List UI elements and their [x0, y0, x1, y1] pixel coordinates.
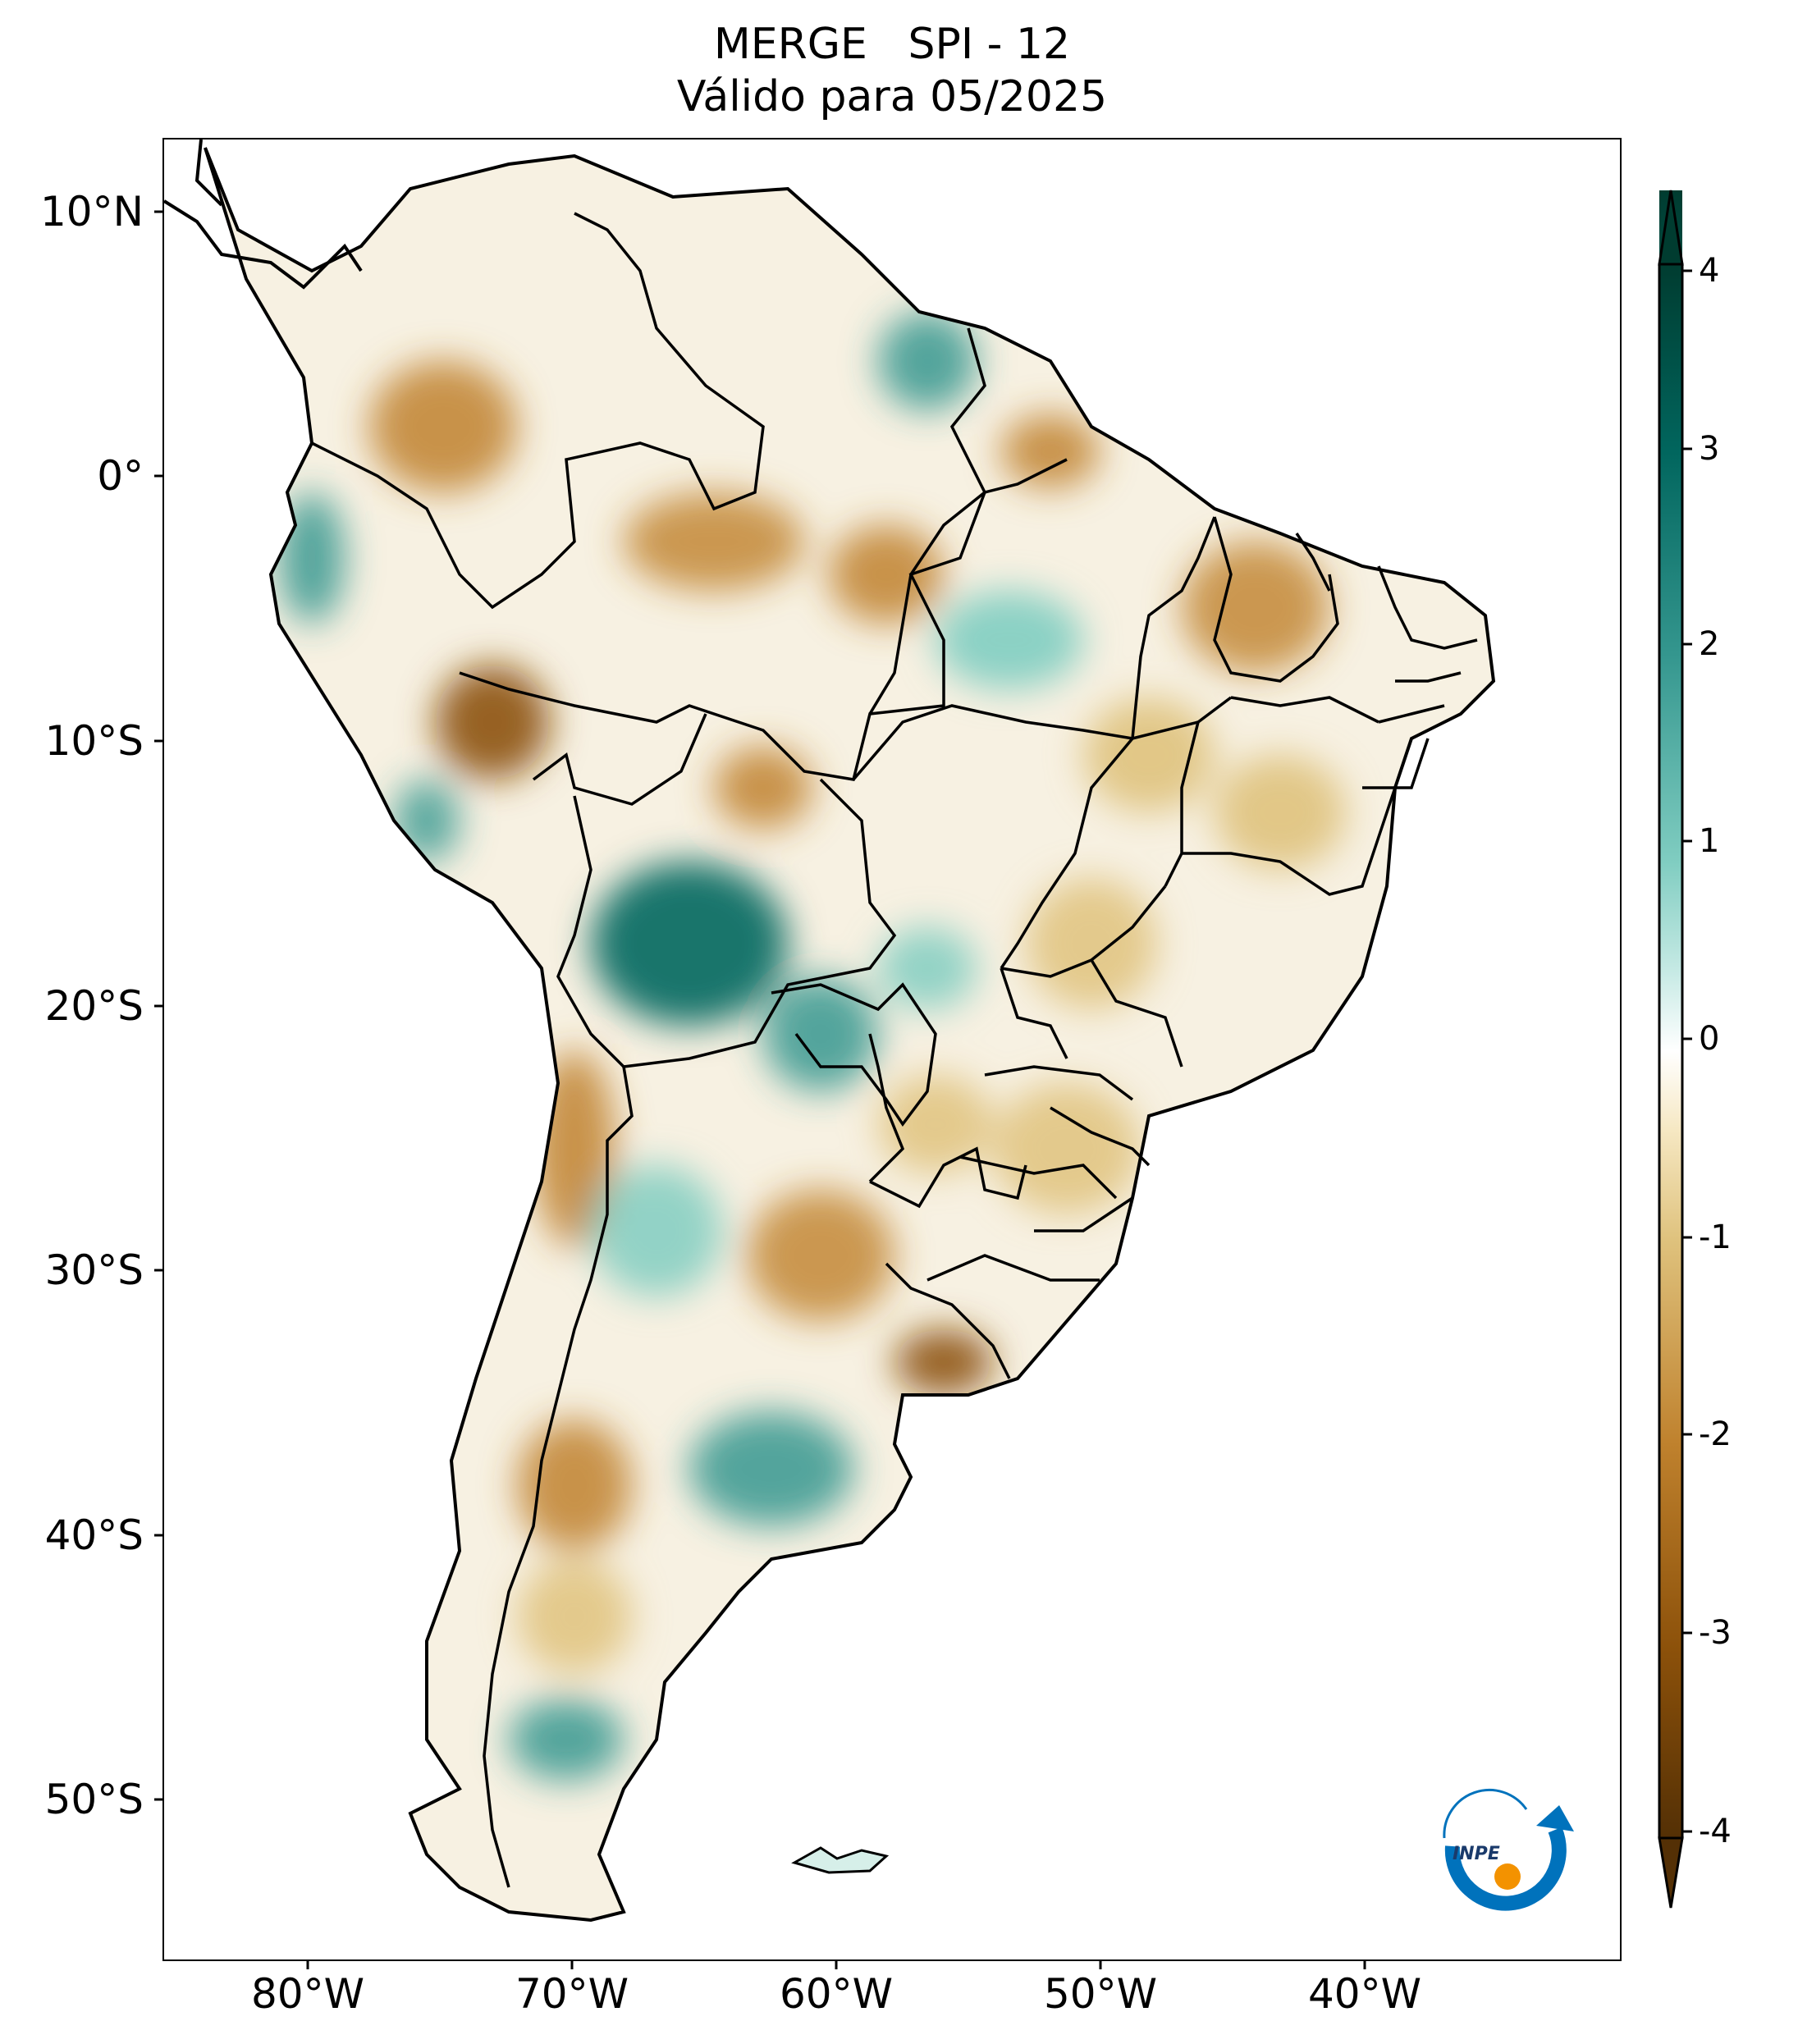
- lat-label-30s: 30°S: [44, 1246, 144, 1294]
- lon-label-40w: 40°W: [1307, 1970, 1422, 2018]
- colorbar-tick-neg1: -1: [1699, 1219, 1732, 1256]
- wet-patch: [591, 1165, 722, 1296]
- dry-patch: [829, 525, 944, 624]
- colorbar-tick-1: 1: [1699, 822, 1720, 860]
- map-subtitle: Válido para 05/2025: [676, 72, 1108, 121]
- dry-patch: [517, 1420, 632, 1551]
- dry-patch: [624, 492, 804, 591]
- wet-patch: [936, 591, 1083, 689]
- axis-ticks: [154, 210, 1366, 1969]
- coastline: [204, 147, 1496, 1923]
- lon-label-50w: 50°W: [1043, 1970, 1158, 2018]
- map-frame: [162, 138, 1622, 1961]
- lat-label-40s: 40°S: [44, 1511, 144, 1559]
- central-america-coast: [162, 199, 363, 290]
- wet-patch: [689, 1411, 853, 1526]
- lat-label-0: 0°: [97, 452, 144, 500]
- lon-label-70w: 70°W: [515, 1970, 629, 2018]
- dry-patch: [1001, 414, 1100, 488]
- dry-patch: [517, 1559, 632, 1674]
- lat-label-10s: 10°S: [44, 717, 144, 765]
- logo-arc: [1444, 1827, 1567, 1911]
- dry-patch: [1026, 878, 1157, 1009]
- central-america-coast: [194, 139, 223, 207]
- colorbar: [1658, 190, 1692, 1909]
- colorbar-tick-4: 4: [1699, 252, 1720, 290]
- colorbar-bottom-extension: [1658, 1836, 1684, 1909]
- colorbar-tick-2: 2: [1699, 625, 1720, 663]
- lat-label-20s: 20°S: [44, 982, 144, 1030]
- inpe-logo: INPE: [1443, 1788, 1574, 1911]
- wet-patch: [878, 312, 977, 410]
- wet-patch: [394, 780, 460, 862]
- wet-patch: [878, 927, 977, 1009]
- logo-thin-arc: [1443, 1788, 1528, 1839]
- logo-text: INPE: [1453, 1844, 1500, 1864]
- dry-patch: [435, 665, 550, 780]
- falkland-islands: [791, 1846, 890, 1874]
- colorbar-tick-neg3: -3: [1699, 1614, 1732, 1652]
- lon-label-60w: 60°W: [779, 1970, 894, 2018]
- colorbar-tick-0: 0: [1699, 1020, 1720, 1058]
- dry-patch: [894, 1329, 993, 1395]
- wet-patch: [509, 1699, 624, 1781]
- dry-patch: [1083, 697, 1215, 812]
- wet-patch: [591, 862, 788, 1026]
- wet-patch: [279, 492, 345, 624]
- colorbar-tick-3: 3: [1699, 430, 1720, 468]
- lat-label-50s: 50°S: [44, 1776, 144, 1823]
- dry-patch: [714, 747, 812, 829]
- dry-patch: [369, 361, 517, 492]
- spi-field: [205, 148, 1494, 1920]
- colorbar-tick-neg2: -2: [1699, 1415, 1732, 1453]
- colorbar-rect: [1658, 263, 1684, 1840]
- logo-dot: [1494, 1863, 1521, 1890]
- map-title: MERGE SPI - 12: [713, 20, 1071, 69]
- colorbar-tick-neg4: -4: [1699, 1813, 1732, 1850]
- dry-patch: [993, 1083, 1141, 1214]
- dry-patch: [878, 1075, 993, 1173]
- borders: [311, 212, 1478, 1888]
- lon-label-80w: 80°W: [250, 1970, 365, 2018]
- logo-arrow: [1536, 1805, 1574, 1831]
- dry-patch: [747, 1190, 894, 1321]
- wet-patch: [763, 976, 878, 1091]
- dry-patch: [1215, 755, 1346, 870]
- lat-label-10n: 10°N: [39, 188, 144, 235]
- dry-patch: [1182, 542, 1329, 673]
